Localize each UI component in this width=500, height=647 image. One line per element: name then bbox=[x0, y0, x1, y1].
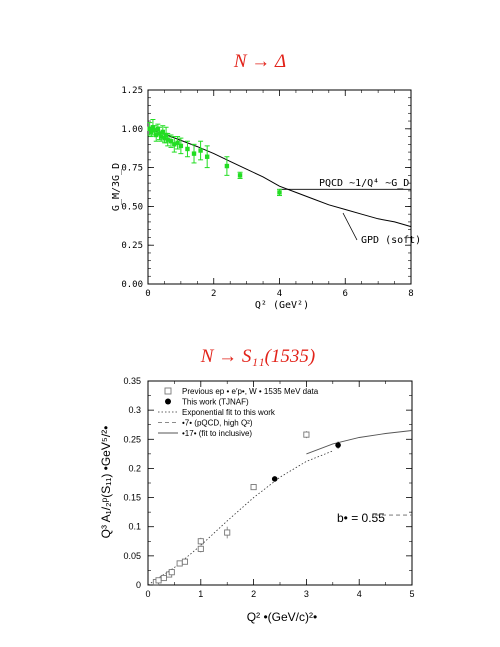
chart1-y-tick-label: 0.50 bbox=[121, 202, 143, 212]
chart2-previous-data-point bbox=[181, 558, 189, 565]
chart2-y-tick-label: 0.05 bbox=[123, 551, 141, 561]
chart1-y-tick-label: 1.25 bbox=[121, 86, 143, 96]
chart2-previous-data-point bbox=[303, 431, 310, 438]
chart2-legend-label: •7• (pQCD, high Q²) bbox=[182, 419, 253, 428]
chart2-x-tick-label: 0 bbox=[145, 589, 150, 599]
chart2-previous-data-point bbox=[197, 538, 204, 545]
chart2-previous-data-point bbox=[197, 545, 204, 552]
chart1-pqcd-label: PQCD ~1/Q⁴ ~G_D bbox=[319, 178, 409, 189]
chart2-title: N → S₁₁(1535) bbox=[200, 346, 316, 367]
chart2-y-tick-label: 0.15 bbox=[123, 493, 141, 503]
chart1-data-point bbox=[147, 126, 152, 131]
chart2-previous-data-point bbox=[168, 569, 175, 576]
chart2-this-work-point bbox=[335, 442, 341, 448]
chart1-data-point bbox=[152, 128, 157, 133]
chart2-y-axis-label: Q³ A₁/₂ᵖ(S₁₁) •GeV⁵/²• bbox=[99, 426, 113, 539]
chart2-previous-data-point bbox=[176, 560, 183, 567]
chart2-previous-data-point bbox=[224, 529, 231, 536]
chart1-data-point bbox=[204, 154, 210, 159]
chart1-y-tick-label: 0.75 bbox=[121, 164, 143, 174]
chart1-data-point bbox=[191, 151, 197, 156]
chart2-legend-swatch bbox=[164, 387, 172, 395]
chart1-gpd-pointer bbox=[342, 212, 358, 241]
chart2-previous-data-point bbox=[250, 484, 257, 491]
chart1-data-point bbox=[185, 146, 190, 152]
chart1-data-point bbox=[224, 163, 230, 169]
chart2-x-tick-label: 4 bbox=[357, 589, 362, 599]
chart2-inclusive-fit bbox=[306, 430, 413, 455]
chart-n-s11: N → S₁₁(1535) 0 1 2 3 4 5 0 0.05 0.1 0.15 0.2 0.25 0… bbox=[99, 346, 415, 624]
chart2-x-axis-label: Q² •(GeV/c)²• bbox=[247, 610, 317, 624]
chart1-data-point bbox=[168, 139, 174, 144]
chart1-data-point bbox=[237, 173, 243, 178]
chart2-marks bbox=[147, 430, 413, 586]
chart1-data-point bbox=[160, 129, 165, 135]
chart2-y-tick-label: 0.3 bbox=[128, 405, 141, 415]
chart2-x-tick-label: 1 bbox=[198, 589, 203, 599]
chart2-legend-label: Exponential fit to this work bbox=[182, 408, 276, 417]
chart2-x-tick-label: 5 bbox=[409, 589, 414, 599]
chart2-exponential-fit bbox=[147, 450, 333, 586]
chart1-x-tick-label: 2 bbox=[211, 289, 216, 299]
chart1-x-tick-label: 4 bbox=[277, 289, 282, 299]
chart1-y-tick-label: 0.25 bbox=[121, 241, 143, 251]
chart1-y-tick-label: 1.00 bbox=[121, 125, 143, 135]
chart1-y-tick-label: 0.00 bbox=[121, 280, 143, 290]
chart2-y-tick-label: 0 bbox=[136, 580, 141, 590]
chart1-x-tick-label: 8 bbox=[408, 289, 413, 299]
chart1-data-point bbox=[150, 125, 156, 130]
chart1-data-point bbox=[162, 135, 167, 141]
chart2-y-tick-label: 0.1 bbox=[128, 522, 141, 532]
chart1-data-point bbox=[165, 137, 170, 142]
chart1-y-axis-label: G_M/3G_D bbox=[111, 163, 122, 211]
chart2-y-tick-label: 0.2 bbox=[128, 463, 141, 473]
chart1-data-point bbox=[163, 132, 169, 138]
chart1-data-point bbox=[158, 134, 164, 139]
chart2-y-tick-label: 0.25 bbox=[123, 434, 141, 444]
chart1-data-point bbox=[149, 129, 154, 135]
chart1-data-point bbox=[175, 140, 180, 145]
chart1-data-point bbox=[172, 142, 177, 147]
chart1-gpd-label: GPD (soft) bbox=[361, 235, 421, 246]
chart1-data-point bbox=[277, 190, 282, 195]
chart2-y-tick-label: 0.35 bbox=[123, 376, 141, 386]
chart2-this-work-point bbox=[271, 476, 278, 482]
chart2-previous-data-point bbox=[160, 574, 167, 582]
chart1-data-point bbox=[157, 131, 162, 136]
chart-n-delta: N → Δ 0 2 4 6 8 0.00 0.25 0.50 0.75 1.00 1.25 Q² (… bbox=[111, 51, 421, 311]
chart2-x-tick-label: 2 bbox=[251, 589, 256, 599]
chart1-data-point bbox=[155, 126, 161, 131]
chart1-x-tick-label: 6 bbox=[343, 289, 348, 299]
chart1-data-point bbox=[178, 143, 184, 149]
chart2-annotation: b• = 0.55 bbox=[337, 511, 385, 525]
chart2-legend: Previous ep • e′p•, W • 1535 MeV data Thi… bbox=[158, 387, 319, 438]
chart1-x-axis-label: Q² (GeV²) bbox=[255, 300, 309, 311]
chart1-marks bbox=[147, 118, 412, 228]
chart2-legend-label: •17• (fit to inclusive) bbox=[182, 429, 252, 438]
chart1-axes: 0 2 4 6 8 0.00 0.25 0.50 0.75 1.00 1.25 bbox=[121, 86, 413, 299]
chart1-x-tick-label: 0 bbox=[145, 289, 150, 299]
chart2-legend-swatch bbox=[165, 398, 171, 405]
chart1-title: N → Δ bbox=[233, 51, 286, 72]
chart2-legend-label: Previous ep • e′p•, W • 1535 MeV data bbox=[182, 387, 319, 396]
chart1-data-point bbox=[154, 132, 159, 138]
chart2-previous-data-point bbox=[155, 577, 162, 584]
chart1-data-point bbox=[198, 148, 203, 153]
chart2-x-tick-label: 3 bbox=[304, 589, 309, 599]
chart2-legend-label: This work (TJNAF) bbox=[182, 398, 249, 407]
